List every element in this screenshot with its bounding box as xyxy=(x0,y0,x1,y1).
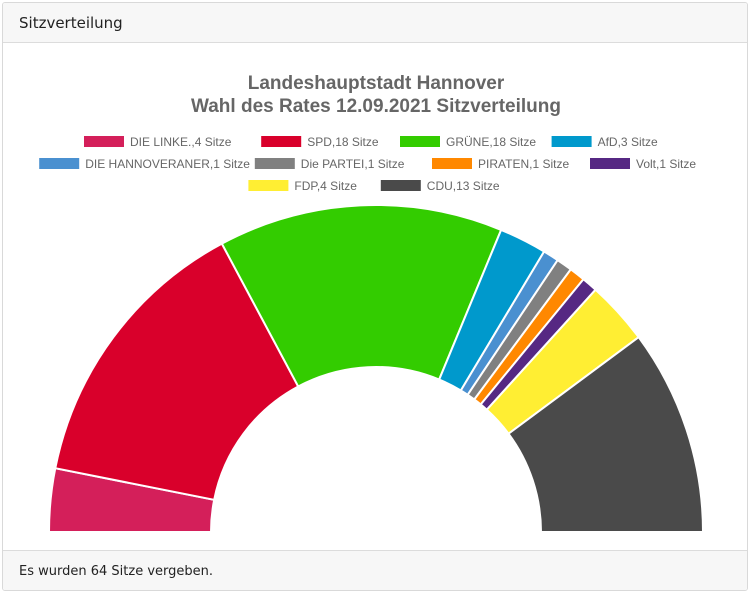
legend-swatch xyxy=(432,158,472,169)
card-footer: Es wurden 64 Sitze vergeben. xyxy=(3,550,747,590)
legend-swatch xyxy=(261,136,302,147)
card-header: Sitzverteilung xyxy=(3,3,747,43)
legend-swatch xyxy=(248,180,289,191)
slice-grüne[interactable] xyxy=(220,204,503,388)
slice-cdu[interactable] xyxy=(507,335,705,533)
slice-spd[interactable] xyxy=(54,242,300,501)
legend-label: DIE HANNOVERANER,1 Sitze xyxy=(85,157,250,171)
slices xyxy=(47,204,705,533)
legend-item[interactable]: GRÜNE,18 Sitze xyxy=(400,135,536,149)
legend-item[interactable]: SPD,18 Sitze xyxy=(261,135,379,149)
legend-item[interactable]: DIE LINKE.,4 Sitze xyxy=(84,135,232,149)
legend-label: CDU,13 Sitze xyxy=(427,179,500,193)
legend-label: DIE LINKE.,4 Sitze xyxy=(130,135,232,149)
legend-item[interactable]: Volt,1 Sitze xyxy=(590,157,696,171)
seat-chart: Landeshauptstadt Hannover Wahl des Rates… xyxy=(39,73,705,533)
legend-item[interactable]: Die PARTEI,1 Sitze xyxy=(254,157,405,171)
legend-label: GRÜNE,18 Sitze xyxy=(446,135,536,149)
legend-item[interactable]: DIE HANNOVERANER,1 Sitze xyxy=(39,157,250,171)
legend-item[interactable]: AfD,3 Sitze xyxy=(551,135,658,149)
legend-swatch xyxy=(551,136,592,147)
legend-swatch xyxy=(590,158,630,169)
legend: DIE LINKE.,4 Sitze SPD,18 Sitze GRÜNE,18 S… xyxy=(39,135,696,193)
legend-label: FDP,4 Sitze xyxy=(294,179,357,193)
chart-title-line-1: Landeshauptstadt Hannover xyxy=(248,73,505,94)
legend-item[interactable]: FDP,4 Sitze xyxy=(248,179,357,193)
legend-item[interactable]: PIRATEN,1 Sitze xyxy=(432,157,569,171)
legend-label: Die PARTEI,1 Sitze xyxy=(301,157,405,171)
legend-label: SPD,18 Sitze xyxy=(307,135,379,149)
legend-label: AfD,3 Sitze xyxy=(598,135,658,149)
legend-label: Volt,1 Sitze xyxy=(636,157,696,171)
legend-swatch xyxy=(39,158,80,169)
legend-swatch xyxy=(400,136,440,147)
legend-swatch xyxy=(380,180,421,191)
legend-label: PIRATEN,1 Sitze xyxy=(478,157,569,171)
legend-swatch xyxy=(84,136,124,147)
chart-title-line-2: Wahl des Rates 12.09.2021 Sitzverteilung xyxy=(191,96,561,117)
legend-item[interactable]: CDU,13 Sitze xyxy=(380,179,500,193)
legend-swatch xyxy=(254,158,295,169)
